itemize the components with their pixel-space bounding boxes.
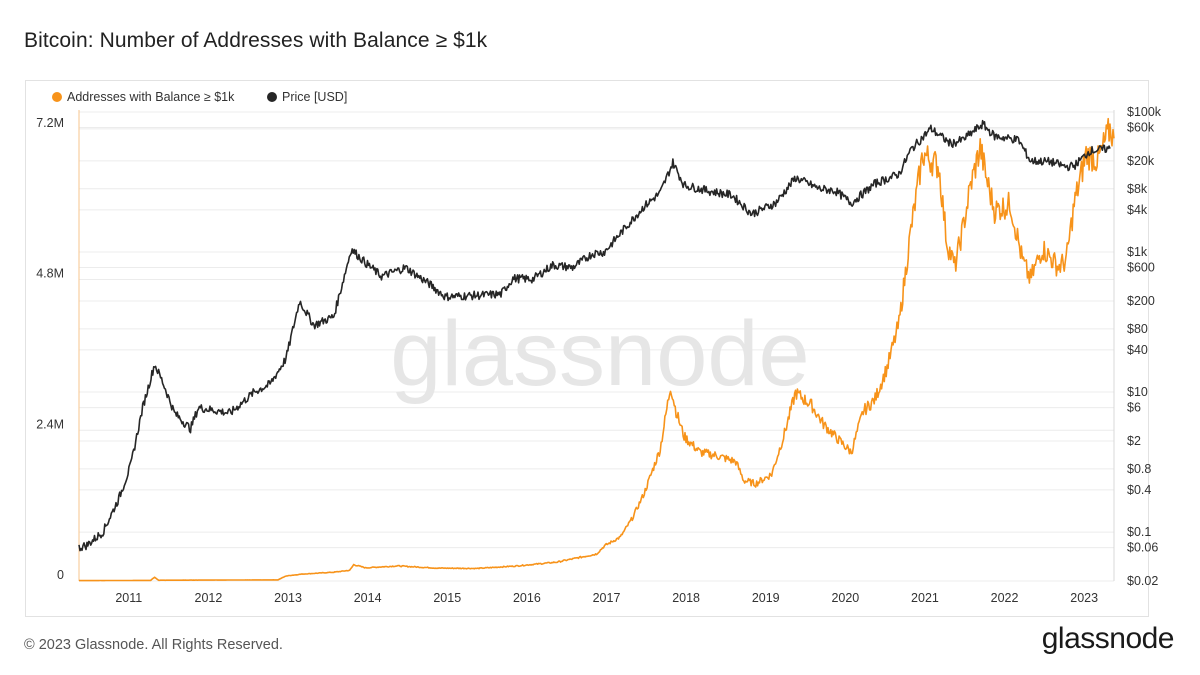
y-left-tick-label-3: 7.2M [36, 116, 64, 130]
y-right-tick-label-16: $0.06 [1127, 541, 1158, 555]
y-right-tick-label-15: $0.1 [1127, 525, 1151, 539]
x-tick-label-2011: 2011 [115, 591, 142, 605]
legend-addresses[interactable]: Addresses with Balance ≥ $1k [52, 90, 234, 104]
y-right-tick-label-10: $10 [1127, 385, 1148, 399]
y-right-tick-label-5: $1k [1127, 245, 1148, 259]
x-tick-label-2013: 2013 [274, 591, 302, 605]
x-tick-label-2019: 2019 [752, 591, 780, 605]
y-right-tick-label-13: $0.8 [1127, 462, 1151, 476]
x-tick-label-2016: 2016 [513, 591, 541, 605]
y-right-tick-label-7: $200 [1127, 294, 1155, 308]
x-tick-label-2020: 2020 [831, 591, 859, 605]
footer-copyright: © 2023 Glassnode. All Rights Reserved. [24, 637, 283, 653]
y-right-tick-label-9: $40 [1127, 343, 1148, 357]
x-tick-label-2017: 2017 [593, 591, 621, 605]
x-tick-label-2023: 2023 [1070, 591, 1098, 605]
x-tick-label-2018: 2018 [672, 591, 700, 605]
x-tick-label-2014: 2014 [354, 591, 382, 605]
y-right-tick-label-3: $8k [1127, 182, 1148, 196]
chart-panel [25, 80, 1149, 617]
watermark-text: glassnode [390, 303, 809, 405]
addresses-series-line [79, 117, 1115, 582]
y-right-tick-label-2: $20k [1127, 154, 1155, 168]
y-right-tick-label-1: $60k [1127, 121, 1155, 135]
y-right-tick-label-14: $0.4 [1127, 483, 1151, 497]
chart-title: Bitcoin: Number of Addresses with Balanc… [24, 29, 488, 52]
legend-price-dot-icon [267, 92, 277, 102]
legend-price-label: Price [USD] [282, 90, 348, 104]
y-right-tick-label-11: $6 [1127, 401, 1141, 415]
price-series-line [78, 119, 1111, 552]
y-right-tick-label-12: $2 [1127, 434, 1141, 448]
y-right-ticks: $100k $60k $20k $8k $4k $1k $600 $200 $80 $40 $10 $… [1127, 105, 1162, 588]
grid-lines [79, 111, 1114, 582]
legend-addresses-dot-icon [52, 92, 62, 102]
y-right-tick-label-8: $80 [1127, 322, 1148, 336]
y-left-tick-label-2: 4.8M [36, 267, 64, 281]
y-right-tick-label-4: $4k [1127, 203, 1148, 217]
x-axis-ticks: 2011 2012 2013 2014 2015 2016 2017 2018 2019 2020… [115, 591, 1098, 605]
x-tick-label-2012: 2012 [195, 591, 223, 605]
y-left-ticks: 0 2.4M 4.8M 7.2M [36, 116, 64, 582]
series-lines [78, 117, 1115, 582]
y-left-tick-label-0: 0 [57, 568, 64, 582]
y-right-tick-label-6: $600 [1127, 261, 1155, 275]
legend-addresses-label: Addresses with Balance ≥ $1k [67, 90, 235, 104]
x-tick-label-2022: 2022 [991, 591, 1019, 605]
y-right-tick-label-0: $100k [1127, 105, 1162, 119]
x-tick-label-2015: 2015 [433, 591, 461, 605]
glassnode-logo[interactable]: glassnode [1041, 622, 1175, 655]
legend-price[interactable]: Price [USD] [267, 90, 347, 104]
x-tick-label-2021: 2021 [911, 591, 939, 605]
y-left-tick-label-1: 2.4M [36, 417, 64, 431]
y-right-tick-label-17: $0.02 [1127, 574, 1158, 588]
